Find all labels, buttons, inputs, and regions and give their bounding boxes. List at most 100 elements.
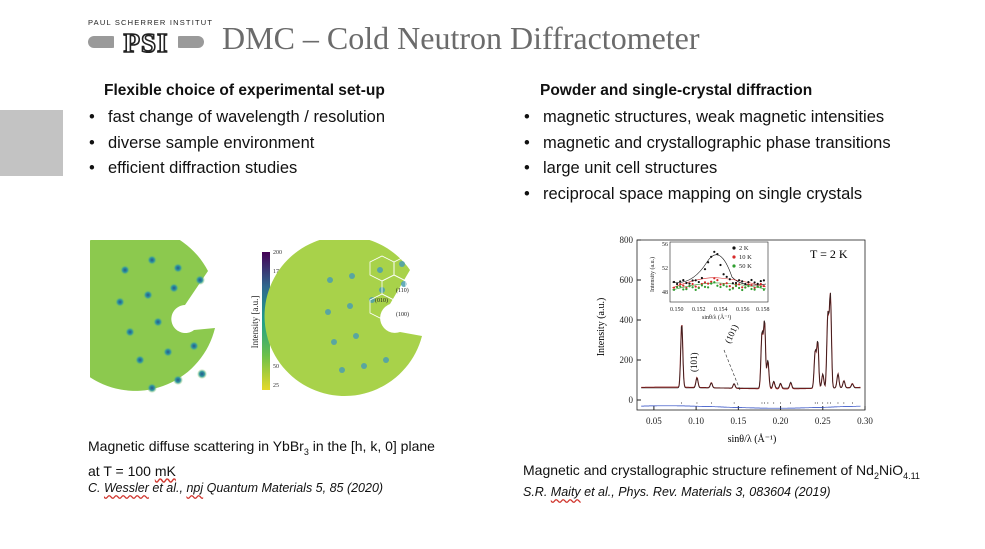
inset-point — [756, 282, 759, 285]
page-title: DMC – Cold Neutron Diffractometer — [222, 20, 700, 56]
calculated-map — [264, 240, 422, 396]
inset-point — [719, 285, 722, 289]
inset-point — [716, 284, 719, 287]
colorbar-tick: 25 — [273, 383, 279, 389]
inset-ytick: 56 — [662, 242, 668, 248]
hex-label: (010) — [375, 297, 388, 304]
inset-point — [710, 282, 713, 285]
inset-point — [744, 282, 747, 286]
inset-point — [682, 288, 685, 291]
inset-point — [759, 285, 762, 288]
inset-xtick: 0.152 — [692, 307, 706, 313]
inset-point — [750, 283, 753, 287]
psi-logo: PSI — [88, 27, 204, 57]
inset-point — [679, 285, 682, 288]
inset-point — [762, 288, 765, 291]
inset-point — [676, 285, 679, 289]
caption-subscript: 3 — [303, 446, 309, 457]
right-bullet: large unit cell structures — [522, 156, 891, 182]
hex-label: (110) — [396, 287, 409, 294]
inset-point — [703, 281, 707, 284]
inset-point — [713, 281, 716, 284]
diffraction-chart: 0 200 400 600 800 0.05 0.10 0.15 0.20 0.25 0.30 I… — [596, 235, 873, 445]
inset-xlabel: sinθ/λ (Å⁻¹) — [702, 313, 731, 321]
inset-point — [753, 286, 756, 289]
y-axis-label: Intensity (a.u.) — [596, 298, 607, 357]
inset-point — [756, 285, 759, 288]
x-axis-label: sinθ/λ (Å⁻¹) — [728, 433, 777, 445]
inset-point — [716, 279, 719, 282]
inset-point — [731, 287, 734, 290]
caption-text: mK — [154, 462, 176, 479]
annotation-arrow — [723, 349, 741, 391]
hexagon-overlay — [369, 255, 431, 320]
inset-point — [762, 279, 765, 282]
y-tick-label: 200 — [620, 355, 634, 365]
inset-point — [750, 278, 753, 282]
inset-point — [741, 280, 744, 283]
right-bullet-list: magnetic structures, weak magnetic inten… — [522, 105, 891, 207]
colorbar-tick: 175 — [273, 269, 282, 275]
inset-point — [713, 277, 716, 280]
inset-point — [710, 280, 713, 283]
inset-point — [728, 278, 731, 281]
side-decoration — [0, 110, 63, 176]
experimental-map — [90, 240, 215, 391]
diffuse-scattering-figure: 200 175 150 125 100 75 50 25 Intensity [… — [90, 240, 431, 396]
right-bullet: reciprocal space mapping on single cryst… — [522, 182, 891, 208]
inset-point — [741, 286, 744, 289]
inset-point — [700, 276, 703, 280]
inset-point — [725, 275, 728, 278]
inset-point — [676, 282, 679, 286]
x-tick-label: 0.15 — [730, 416, 746, 426]
inset-ytick: 48 — [662, 290, 668, 296]
inset-point — [731, 282, 734, 285]
inset-xtick: 0.154 — [714, 307, 728, 313]
left-bullet: efficient diffraction studies — [87, 156, 385, 182]
psi-logo-text: PSI — [123, 28, 168, 57]
chart-title: T = 2 K — [810, 247, 848, 261]
colorbar-label: Intensity [a.u.] — [250, 296, 260, 349]
x-tick-label: 0.20 — [773, 416, 789, 426]
inset-point — [719, 283, 722, 286]
x-tick-label: 0.30 — [857, 416, 873, 426]
inset-point — [700, 284, 703, 287]
inset-point — [703, 285, 707, 288]
calculated-series — [641, 292, 861, 389]
inset-xtick: 0.158 — [756, 307, 770, 313]
y-tick-label: 600 — [620, 275, 634, 285]
inset-point — [753, 288, 756, 291]
inset-chart: 2 K 10 K 50 K 56 52 48 0.150 0.152 0.154… — [649, 241, 770, 321]
inset-point — [694, 285, 697, 288]
colorbar-tick: 50 — [273, 364, 279, 370]
right-citation: S.R. Maity et al., Phys. Rev. Materials … — [523, 485, 831, 499]
inset-point — [707, 282, 710, 285]
y-tick-label: 400 — [620, 315, 634, 325]
left-caption: Magnetic diffuse scattering in YbBr3 in … — [88, 437, 435, 481]
legend-50k: 50 K — [739, 263, 752, 270]
inset-ylabel: Intensity (a.u.) — [649, 257, 656, 292]
inset-point — [738, 283, 741, 286]
inset-point — [734, 281, 738, 285]
inset-point — [679, 282, 682, 286]
inset-point — [728, 288, 731, 291]
left-citation: C. Wessler et al., npj Quantum Materials… — [88, 481, 384, 495]
inset-point — [747, 285, 750, 288]
inset-point — [691, 279, 694, 282]
inset-point — [710, 255, 713, 258]
legend-10k: 10 K — [739, 254, 752, 261]
inset-point — [691, 282, 694, 286]
inset-point — [728, 285, 731, 288]
inset-point — [759, 282, 762, 286]
colorbar-tick: 200 — [273, 250, 282, 256]
legend-2k: 2 K — [739, 245, 749, 252]
inset-point — [753, 281, 756, 284]
difference-series — [641, 405, 861, 409]
inset-xtick: 0.156 — [736, 307, 750, 313]
inset-point — [744, 286, 747, 289]
inset-point — [716, 252, 719, 256]
inset-point — [707, 286, 710, 289]
inset-point — [725, 285, 728, 288]
bragg-positions — [681, 402, 853, 404]
inset-point — [725, 282, 728, 285]
